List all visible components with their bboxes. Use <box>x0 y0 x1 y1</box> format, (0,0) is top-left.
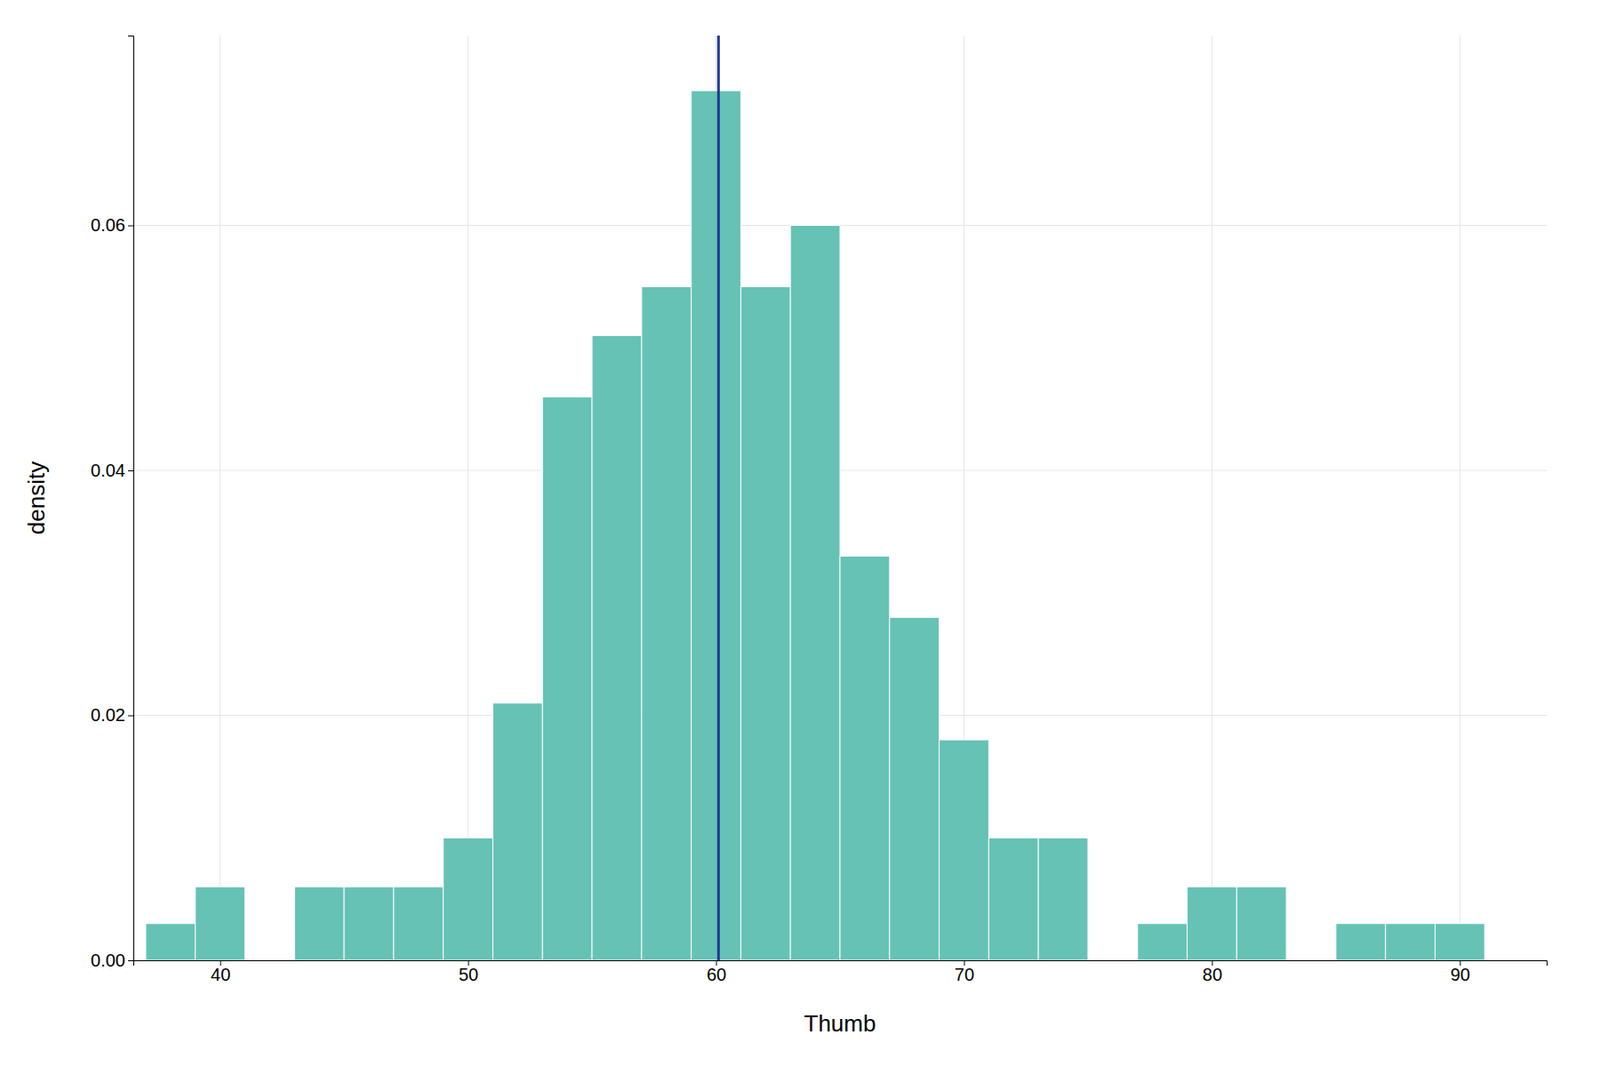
x-tick: 80 <box>1202 960 1223 984</box>
grid-line-x <box>1459 35 1461 960</box>
histogram-bar <box>1137 923 1188 960</box>
histogram-bar <box>641 286 692 960</box>
histogram-bar <box>1385 923 1436 960</box>
x-tick: 70 <box>954 960 975 984</box>
y-tick-label: 0.02 <box>90 704 126 725</box>
histogram-bar <box>691 90 742 960</box>
y-tick-mark <box>128 225 134 227</box>
plot-area <box>145 35 1485 960</box>
histogram-bar <box>1286 960 1336 961</box>
x-tick-label: 40 <box>210 964 231 984</box>
y-tick-label: 0.04 <box>90 460 126 480</box>
grid-line-x <box>219 35 221 960</box>
x-axis-line <box>134 960 1548 967</box>
histogram-bar <box>1236 886 1287 960</box>
y-tick-mark <box>128 715 134 717</box>
histogram-bar <box>1088 960 1138 961</box>
y-tick: 0.00 <box>90 950 134 970</box>
mean-line <box>717 35 720 960</box>
x-tick: 90 <box>1450 960 1471 984</box>
bars <box>145 90 1485 960</box>
x-tick-label: 80 <box>1202 964 1223 984</box>
histogram-bar <box>195 886 246 960</box>
grid <box>133 35 1547 960</box>
histogram-bar <box>344 886 394 960</box>
histogram-bar <box>939 739 990 960</box>
x-axis-title: Thumb <box>804 1009 877 1037</box>
x-axis: 40 50 60 70 80 90 <box>134 960 1548 984</box>
histogram-bar <box>1038 837 1088 960</box>
histogram-bar <box>889 616 940 960</box>
y-tick-mark <box>128 960 134 961</box>
y-tick-label: 0.00 <box>90 950 126 970</box>
histogram-bar <box>840 555 890 960</box>
histogram-bar <box>1336 923 1386 960</box>
y-tick: 0.06 <box>90 215 134 235</box>
histogram-bar <box>443 837 494 960</box>
histogram-bar <box>740 286 791 960</box>
x-tick: 50 <box>458 960 479 984</box>
histogram-bar <box>790 225 840 960</box>
histogram-bar <box>145 923 196 960</box>
x-tick-label: 70 <box>954 964 975 984</box>
x-tick: 40 <box>210 960 231 984</box>
y-axis-title: density <box>23 461 50 535</box>
histogram-bar <box>1484 960 1535 961</box>
x-tick: 60 <box>706 960 727 984</box>
grid-line-x <box>467 35 469 960</box>
histogram-bar <box>988 837 1039 960</box>
y-tick: 0.02 <box>90 704 134 725</box>
x-tick-label: 50 <box>458 964 479 984</box>
histogram-bar <box>245 960 296 961</box>
y-tick-mark <box>128 470 134 472</box>
chart-svg: 40 50 60 70 80 90 0.00 0.02 0.04 0.06 Thumb density <box>0 0 1600 1067</box>
x-tick-label: 60 <box>706 964 727 984</box>
histogram-bar <box>592 335 642 960</box>
y-tick-label: 0.06 <box>90 215 126 235</box>
grid-line-x <box>1211 35 1213 960</box>
y-tick: 0.04 <box>90 460 134 480</box>
y-axis-line <box>128 36 135 961</box>
y-axis: 0.00 0.02 0.04 0.06 <box>90 36 134 970</box>
chart-container: 40 50 60 70 80 90 0.00 0.02 0.04 0.06 Thumb density <box>0 0 1600 1067</box>
histogram-bar <box>492 703 543 960</box>
x-tick-label: 90 <box>1450 964 1471 984</box>
histogram-bar <box>542 396 592 960</box>
histogram-bar <box>1434 923 1485 960</box>
histogram-bar <box>294 886 344 960</box>
histogram-bar <box>393 886 444 960</box>
histogram-bar <box>1187 886 1238 960</box>
